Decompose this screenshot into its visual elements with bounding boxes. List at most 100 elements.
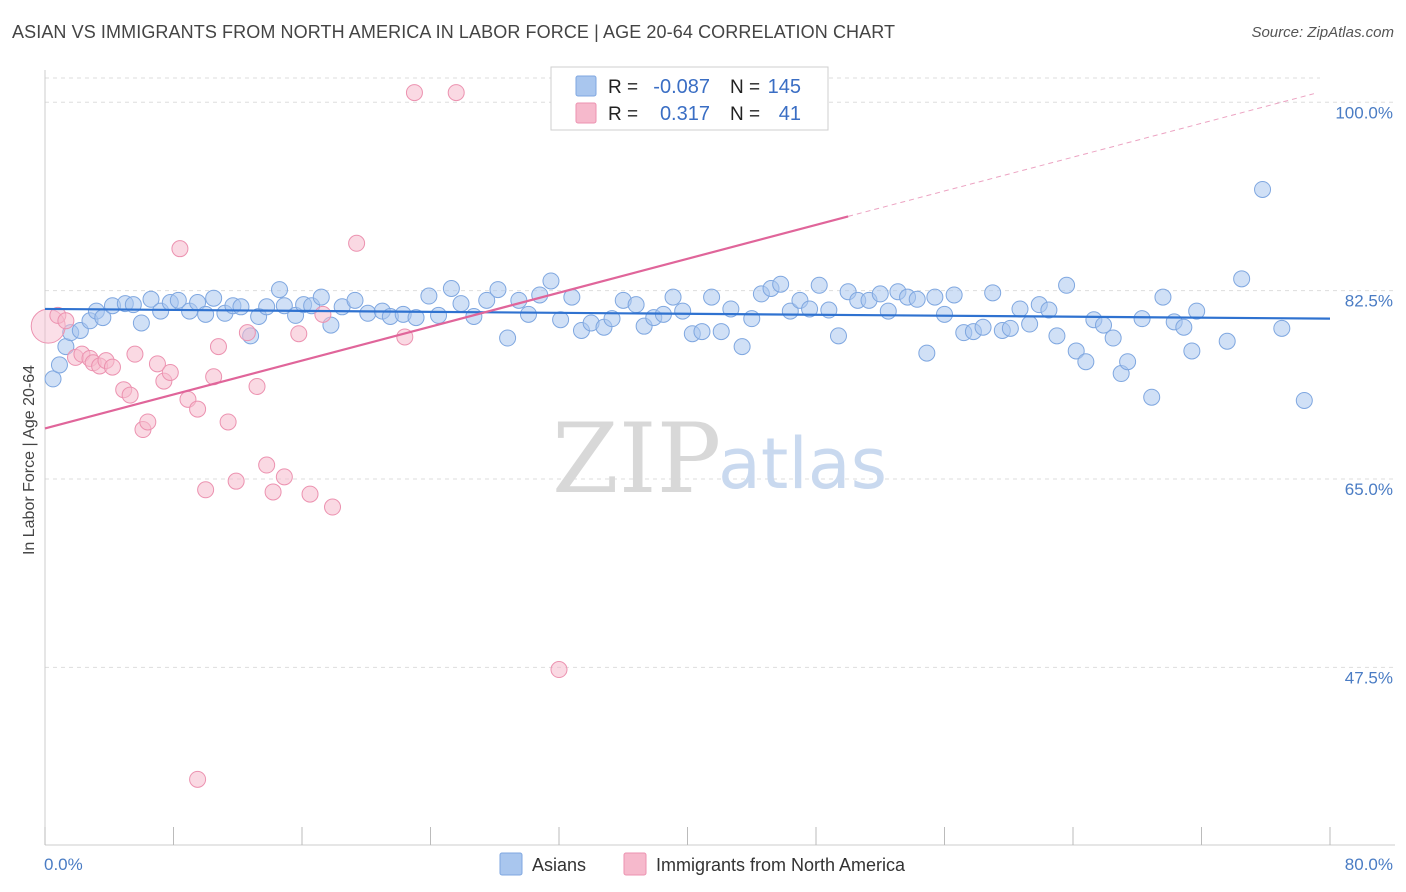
point-asians bbox=[499, 329, 517, 347]
point-asians bbox=[664, 288, 682, 306]
point-asians bbox=[1119, 353, 1137, 371]
y-tick-label: 47.5% bbox=[1345, 668, 1393, 687]
y-tick-label: 82.5% bbox=[1345, 292, 1393, 311]
legend-n-label: N = bbox=[730, 77, 760, 98]
point-asians bbox=[1021, 315, 1039, 333]
chart-title: ASIAN VS IMMIGRANTS FROM NORTH AMERICA I… bbox=[12, 22, 896, 42]
gridlines bbox=[45, 77, 1395, 668]
watermark-zip: ZIP bbox=[552, 403, 721, 515]
point-asians bbox=[974, 318, 992, 336]
trend-line-immigrants bbox=[44, 215, 849, 430]
point-asians bbox=[1295, 391, 1313, 409]
legend-swatch-immigrants bbox=[575, 102, 597, 124]
point-immigrants bbox=[227, 472, 245, 490]
point-asians bbox=[430, 306, 448, 324]
point-asians bbox=[258, 298, 276, 316]
point-asians bbox=[552, 311, 570, 329]
point-asians bbox=[1143, 388, 1161, 406]
point-asians bbox=[693, 323, 711, 341]
point-asians bbox=[205, 289, 223, 307]
point-asians bbox=[936, 305, 953, 323]
point-immigrants bbox=[238, 324, 256, 342]
legend-label-immigrants: Immigrants from North America bbox=[656, 855, 906, 875]
point-immigrants bbox=[171, 240, 189, 258]
trend-line-asians bbox=[44, 307, 1331, 320]
point-asians bbox=[519, 305, 537, 323]
legend-r-label: R = bbox=[608, 104, 638, 125]
point-asians bbox=[712, 323, 730, 341]
point-immigrants bbox=[126, 345, 144, 363]
point-asians bbox=[489, 281, 507, 299]
trend-lines bbox=[44, 93, 1331, 430]
point-asians bbox=[1183, 342, 1201, 360]
trend-line-extension bbox=[847, 93, 1315, 217]
point-asians bbox=[1011, 300, 1029, 318]
point-immigrants bbox=[248, 377, 266, 395]
point-immigrants bbox=[209, 338, 227, 356]
point-asians bbox=[722, 300, 740, 318]
point-immigrants bbox=[264, 483, 282, 501]
point-asians bbox=[871, 285, 889, 303]
legend-r-value: -0.087 bbox=[653, 76, 710, 98]
point-asians bbox=[703, 288, 721, 306]
point-asians bbox=[772, 275, 790, 293]
point-immigrants bbox=[139, 413, 157, 431]
point-asians bbox=[197, 305, 215, 323]
point-asians bbox=[1175, 318, 1193, 336]
point-asians bbox=[1058, 276, 1076, 294]
point-asians bbox=[801, 300, 819, 318]
point-asians bbox=[1104, 329, 1122, 347]
point-immigrants bbox=[258, 456, 276, 474]
y-tick-label: 65.0% bbox=[1345, 480, 1393, 499]
point-immigrants bbox=[550, 661, 568, 679]
point-asians bbox=[908, 290, 926, 308]
point-asians bbox=[44, 370, 62, 388]
point-asians bbox=[918, 344, 936, 362]
point-asians bbox=[1218, 332, 1236, 350]
point-asians bbox=[312, 288, 330, 306]
point-asians bbox=[945, 286, 963, 304]
point-asians bbox=[984, 284, 1002, 302]
series-legend: Asians Immigrants from North America bbox=[499, 852, 906, 876]
point-asians bbox=[1077, 353, 1095, 371]
point-immigrants bbox=[301, 485, 319, 503]
point-asians bbox=[478, 291, 496, 309]
y-axis-title: In Labor Force | Age 20-64 bbox=[21, 365, 38, 555]
point-asians bbox=[407, 309, 425, 327]
watermark-atlas: atlas bbox=[718, 423, 887, 505]
point-asians bbox=[603, 310, 621, 328]
point-asians bbox=[926, 288, 944, 306]
point-immigrants bbox=[161, 363, 179, 381]
point-asians bbox=[50, 356, 68, 374]
point-asians bbox=[1254, 180, 1272, 198]
point-asians bbox=[420, 287, 438, 305]
point-asians bbox=[1188, 302, 1206, 320]
source-credit: Source: ZipAtlas.com bbox=[1251, 24, 1394, 41]
point-asians bbox=[829, 327, 847, 345]
point-asians bbox=[1001, 319, 1019, 337]
y-tick-label: 100.0% bbox=[1335, 103, 1393, 122]
legend-n-label: N = bbox=[730, 104, 760, 125]
point-asians bbox=[1154, 288, 1172, 306]
point-asians bbox=[142, 290, 160, 308]
legend-swatch-immigrants bbox=[623, 852, 647, 876]
stats-legend-row-immigrants: R = 0.317 N = 41 bbox=[575, 102, 801, 125]
point-asians bbox=[1133, 310, 1151, 328]
point-immigrants bbox=[290, 325, 308, 343]
point-asians bbox=[1048, 327, 1066, 345]
legend-r-label: R = bbox=[608, 77, 638, 98]
point-immigrants bbox=[314, 305, 332, 323]
x-tick-label: 80.0% bbox=[1345, 855, 1393, 874]
point-immigrants bbox=[219, 413, 237, 431]
legend-r-value: 0.317 bbox=[660, 103, 710, 125]
point-asians bbox=[232, 298, 250, 316]
legend-swatch-asians bbox=[499, 852, 523, 876]
point-asians bbox=[271, 281, 289, 299]
point-asians bbox=[733, 338, 751, 356]
axes bbox=[44, 70, 1395, 846]
point-immigrants bbox=[405, 84, 423, 102]
point-asians bbox=[627, 296, 645, 314]
tick-labels: 100.0% 82.5% 65.0% 47.5% 0.0% 80.0% bbox=[44, 103, 1393, 874]
point-immigrants bbox=[189, 770, 207, 788]
